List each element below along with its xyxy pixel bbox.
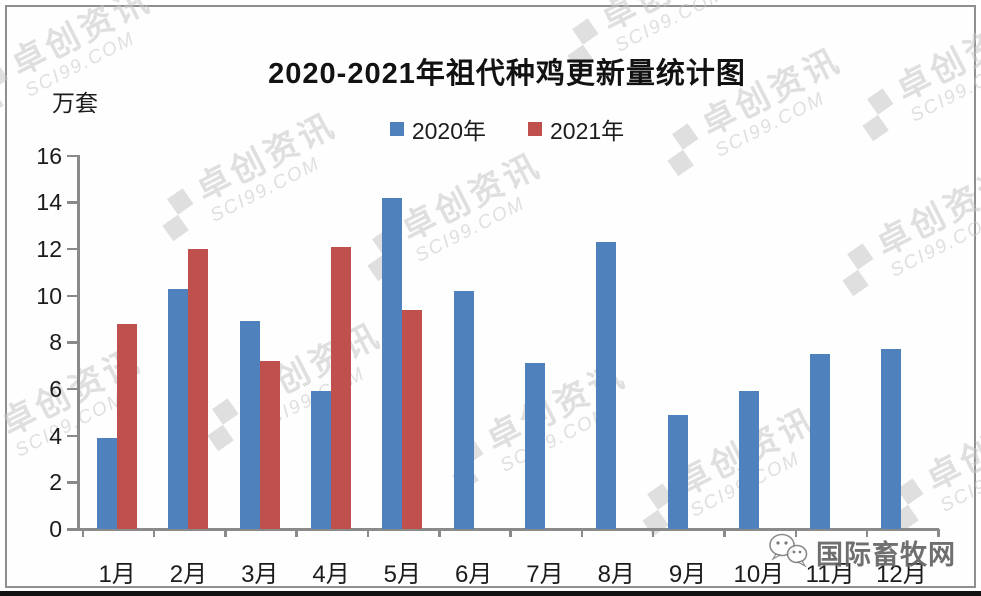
y-axis-tick <box>67 201 77 204</box>
y-axis-tick-label: 4 <box>49 422 62 449</box>
y-axis-tick-label: 14 <box>36 189 62 216</box>
x-axis-line <box>68 528 940 531</box>
x-axis-label-9月: 9月 <box>668 561 707 588</box>
x-axis-label-1月: 1月 <box>98 561 136 588</box>
x-axis-tick <box>937 529 940 537</box>
bar-2020年-5月 <box>382 197 403 529</box>
bar-2020年-12月 <box>881 349 902 529</box>
bar-2020年-11月 <box>810 353 831 529</box>
bar-2021年-4月 <box>331 246 352 529</box>
legend-item-2021: 2021年 <box>528 112 624 146</box>
bar-2020年-2月 <box>168 288 189 529</box>
x-axis-tick <box>295 529 298 537</box>
bar-2021年-3月 <box>259 360 280 529</box>
x-axis-label-11月: 11月 <box>805 561 855 588</box>
y-axis-line <box>77 155 80 531</box>
x-axis-tick <box>509 529 512 537</box>
publisher-stamp: 国际畜牧网 <box>766 532 956 572</box>
publisher-stamp-text: 国际畜牧网 <box>816 539 956 570</box>
x-axis-tick <box>723 529 726 537</box>
bar-2020年-3月 <box>239 321 260 529</box>
legend: 2020年 2021年 <box>77 112 937 146</box>
x-axis-label-8月: 8月 <box>597 561 635 588</box>
x-axis-label-2月: 2月 <box>169 561 208 588</box>
bar-2021年-2月 <box>188 248 209 529</box>
x-axis-tick <box>152 529 156 537</box>
bar-2020年-7月 <box>524 363 545 529</box>
x-axis-tick <box>81 529 84 537</box>
x-axis-label-3月: 3月 <box>241 561 279 588</box>
y-axis-tick <box>67 154 77 158</box>
y-axis-tick-label: 6 <box>49 375 62 402</box>
x-axis-tick <box>651 529 655 537</box>
bar-2020年-4月 <box>311 391 332 529</box>
legend-item-2020: 2020年 <box>389 112 486 146</box>
y-axis-tick-label: 2 <box>49 469 62 496</box>
legend-swatch-2021 <box>528 122 542 136</box>
x-axis-label-6月: 6月 <box>454 561 493 588</box>
bar-2021年-5月 <box>402 309 423 529</box>
legend-swatch-2020 <box>389 122 404 136</box>
x-axis-tick <box>580 529 584 537</box>
x-axis-label-4月: 4月 <box>312 561 350 588</box>
bar-2020年-10月 <box>738 391 759 529</box>
y-axis-tick <box>67 387 77 391</box>
x-axis-tick <box>224 529 227 537</box>
y-axis-tick-label: 10 <box>36 282 62 309</box>
y-axis-tick-label: 16 <box>36 142 62 169</box>
y-axis-tick <box>67 481 77 484</box>
y-axis-tick <box>67 247 77 251</box>
wechat-icon <box>769 533 808 568</box>
x-axis-label-5月: 5月 <box>383 561 422 588</box>
bar-2020年-1月 <box>97 437 118 529</box>
bar-2021年-1月 <box>117 323 138 529</box>
chart-title: 2020-2021年祖代种鸡更新量统计图 <box>268 58 746 90</box>
legend-label-2021: 2021年 <box>550 118 625 144</box>
bar-2020年-6月 <box>453 290 474 529</box>
x-axis-tick <box>438 529 441 537</box>
y-axis-tick-label: 8 <box>49 329 62 356</box>
y-axis-tick <box>67 434 77 438</box>
x-axis-label-7月: 7月 <box>526 561 564 588</box>
bar-2020年-9月 <box>667 414 688 529</box>
y-axis-tick <box>67 528 77 531</box>
x-axis-label-12月: 12月 <box>876 561 927 588</box>
legend-label-2020: 2020年 <box>411 118 486 144</box>
bottom-black-bar <box>0 591 981 596</box>
y-axis-unit-label: 万套 <box>52 90 98 116</box>
x-axis-tick <box>794 529 797 537</box>
y-axis-tick <box>67 341 77 344</box>
x-axis-tick <box>865 529 869 537</box>
y-axis-tick-label: 0 <box>49 516 62 542</box>
bar-2020年-8月 <box>596 241 617 529</box>
y-axis-tick <box>67 294 77 298</box>
x-axis-tick <box>366 529 370 537</box>
y-axis-tick-label: 12 <box>36 235 62 262</box>
x-axis-label-10月: 10月 <box>733 561 785 588</box>
